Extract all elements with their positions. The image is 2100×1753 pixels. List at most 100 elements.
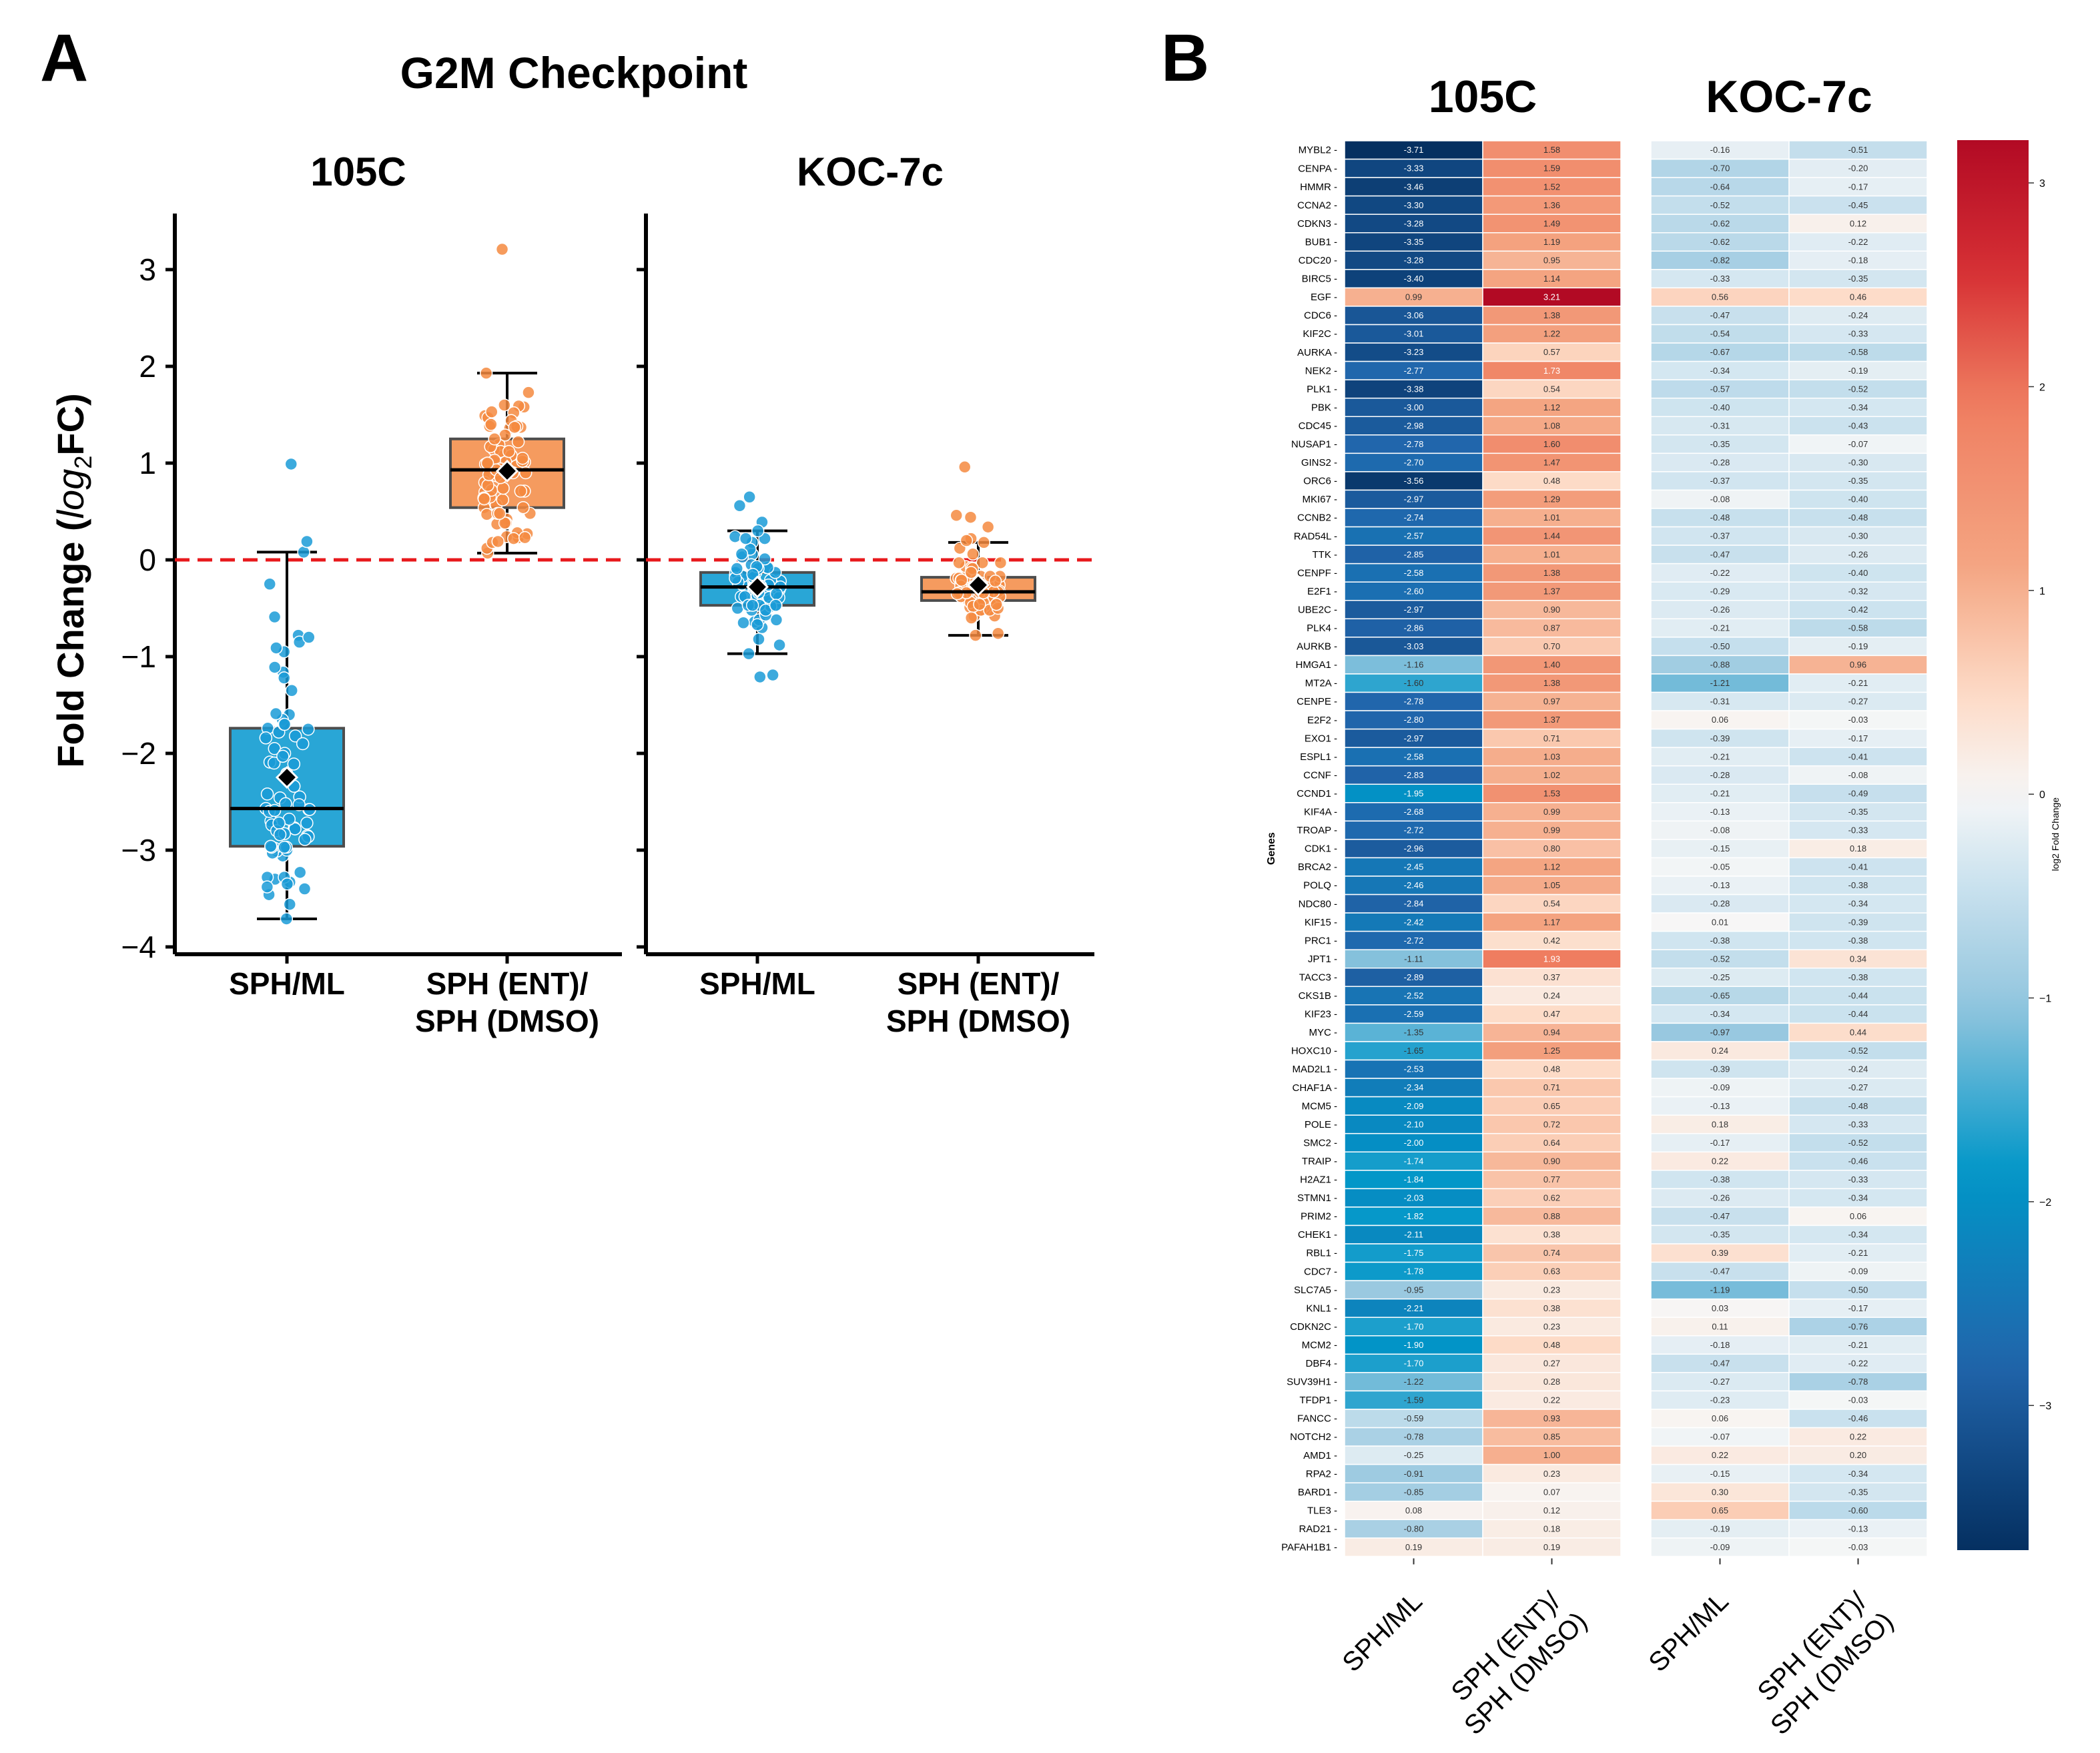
heatmap-cell [1344, 1114, 1483, 1134]
cell-value: -0.28 [1710, 770, 1730, 780]
data-point [285, 684, 298, 697]
heatmap-cell [1650, 949, 1790, 969]
heatmap-cell [1344, 158, 1483, 178]
cell-value: -0.59 [1404, 1413, 1424, 1423]
data-point [977, 536, 991, 549]
cell-value: -0.51 [1848, 145, 1868, 155]
cell-value: -0.34 [1710, 1009, 1730, 1019]
heatmap-cell [1788, 232, 1928, 252]
y-tick-label: −3 [121, 833, 156, 867]
heatmap-cell [1650, 655, 1790, 675]
gene-label: ESPL1 - [1300, 751, 1337, 763]
cell-value: 0.06 [1712, 1413, 1728, 1423]
gene-label: AMD1 - [1303, 1450, 1337, 1461]
cell-value: -0.91 [1404, 1469, 1424, 1479]
heatmap-cell [1650, 673, 1790, 693]
cell-value: -0.19 [1848, 641, 1868, 651]
data-point [268, 610, 282, 624]
heatmap-cell [1788, 839, 1928, 859]
gene-label: MYC - [1309, 1027, 1338, 1038]
cell-value: -0.17 [1848, 1303, 1868, 1313]
heatmap-cell [1788, 637, 1928, 657]
gene-label: CCND1 - [1297, 788, 1337, 799]
cell-value: -0.27 [1848, 697, 1868, 707]
y-tick-label: 0 [139, 543, 156, 577]
gene-label: E2F2 - [1307, 715, 1337, 726]
data-point [276, 749, 290, 763]
cell-value: 1.22 [1543, 329, 1560, 339]
heatmap-cell [1788, 1463, 1928, 1483]
heatmap-cell [1482, 1537, 1622, 1557]
heatmap-cell [1344, 1500, 1483, 1520]
cell-value: 0.34 [1850, 954, 1866, 964]
data-point [300, 535, 314, 549]
cell-value: -1.82 [1404, 1211, 1424, 1221]
heatmap-cell [1482, 820, 1622, 840]
cell-value: -0.35 [1710, 439, 1730, 449]
cell-value: 0.37 [1543, 972, 1560, 982]
cell-value: 0.01 [1712, 917, 1728, 927]
data-point [284, 457, 298, 471]
x-tick-label: SPH/ML [229, 966, 345, 1001]
heatmap-cell [1482, 416, 1622, 436]
heatmap-cell [1482, 710, 1622, 730]
gene-label: SMC2 - [1303, 1137, 1337, 1148]
cell-value: 0.44 [1850, 1028, 1866, 1038]
gene-label: CCNA2 - [1297, 200, 1337, 211]
heatmap-cell [1344, 968, 1483, 988]
heatmap-cell [1344, 839, 1483, 859]
cell-value: -0.47 [1710, 549, 1730, 559]
heatmap-cell [1650, 1519, 1790, 1539]
gene-label: TLE3 - [1307, 1505, 1337, 1516]
cell-value: -2.42 [1404, 917, 1424, 927]
heatmap-cell [1650, 1372, 1790, 1392]
data-point [270, 641, 283, 655]
heatmap-cell [1344, 1078, 1483, 1098]
gene-label: ORC6 - [1303, 476, 1337, 487]
gene-label: PRC1 - [1305, 935, 1337, 946]
panel-a-letter: A [40, 21, 89, 95]
cell-value: 1.44 [1543, 531, 1560, 541]
data-point [769, 613, 783, 627]
data-point [739, 532, 753, 545]
heatmap-cell [1788, 1482, 1928, 1502]
cell-value: 1.36 [1543, 200, 1560, 210]
gene-label: CKS1B - [1299, 990, 1337, 1002]
cell-value: -0.95 [1404, 1285, 1424, 1295]
heatmap-cell [1788, 765, 1928, 785]
mean-diamond [495, 459, 519, 483]
cell-value: 0.46 [1850, 292, 1866, 302]
heatmap-cell [1788, 1280, 1928, 1300]
heatmap-cell [1788, 673, 1928, 693]
heatmap-cell [1788, 1004, 1928, 1024]
cell-value: -0.39 [1848, 917, 1868, 927]
heatmap-cell [1482, 232, 1622, 252]
y-tick-label: −4 [121, 930, 156, 964]
cell-value: 0.96 [1850, 660, 1866, 670]
x-tick-label: SPH (ENT)/ [426, 966, 589, 1001]
cell-value: 0.24 [1543, 990, 1560, 1000]
heatmap-cell [1482, 342, 1622, 362]
heatmap-cell [1650, 820, 1790, 840]
cell-value: -1.65 [1404, 1046, 1424, 1056]
gene-label: AURKA - [1297, 347, 1337, 358]
colorbar-tick-label: −3 [2039, 1401, 2051, 1412]
gene-label: CENPA - [1298, 163, 1337, 174]
cell-value: 0.23 [1543, 1321, 1560, 1331]
cell-value: -2.85 [1404, 549, 1424, 559]
data-point [498, 398, 511, 412]
data-point [516, 500, 530, 514]
cell-value: -2.97 [1404, 733, 1424, 743]
heatmap-cell [1344, 250, 1483, 270]
heatmap-cell [1344, 489, 1483, 509]
heatmap-cell [1788, 471, 1928, 491]
gene-label: CCNF - [1303, 769, 1337, 781]
cell-value: -0.48 [1848, 512, 1868, 522]
heatmap-cell [1788, 949, 1928, 969]
data-point [745, 599, 759, 612]
cell-value: -1.90 [1404, 1340, 1424, 1350]
heatmap-cell [1344, 728, 1483, 748]
cell-value: 0.71 [1543, 733, 1560, 743]
cell-value: -0.54 [1710, 329, 1730, 339]
data-point [268, 803, 282, 817]
